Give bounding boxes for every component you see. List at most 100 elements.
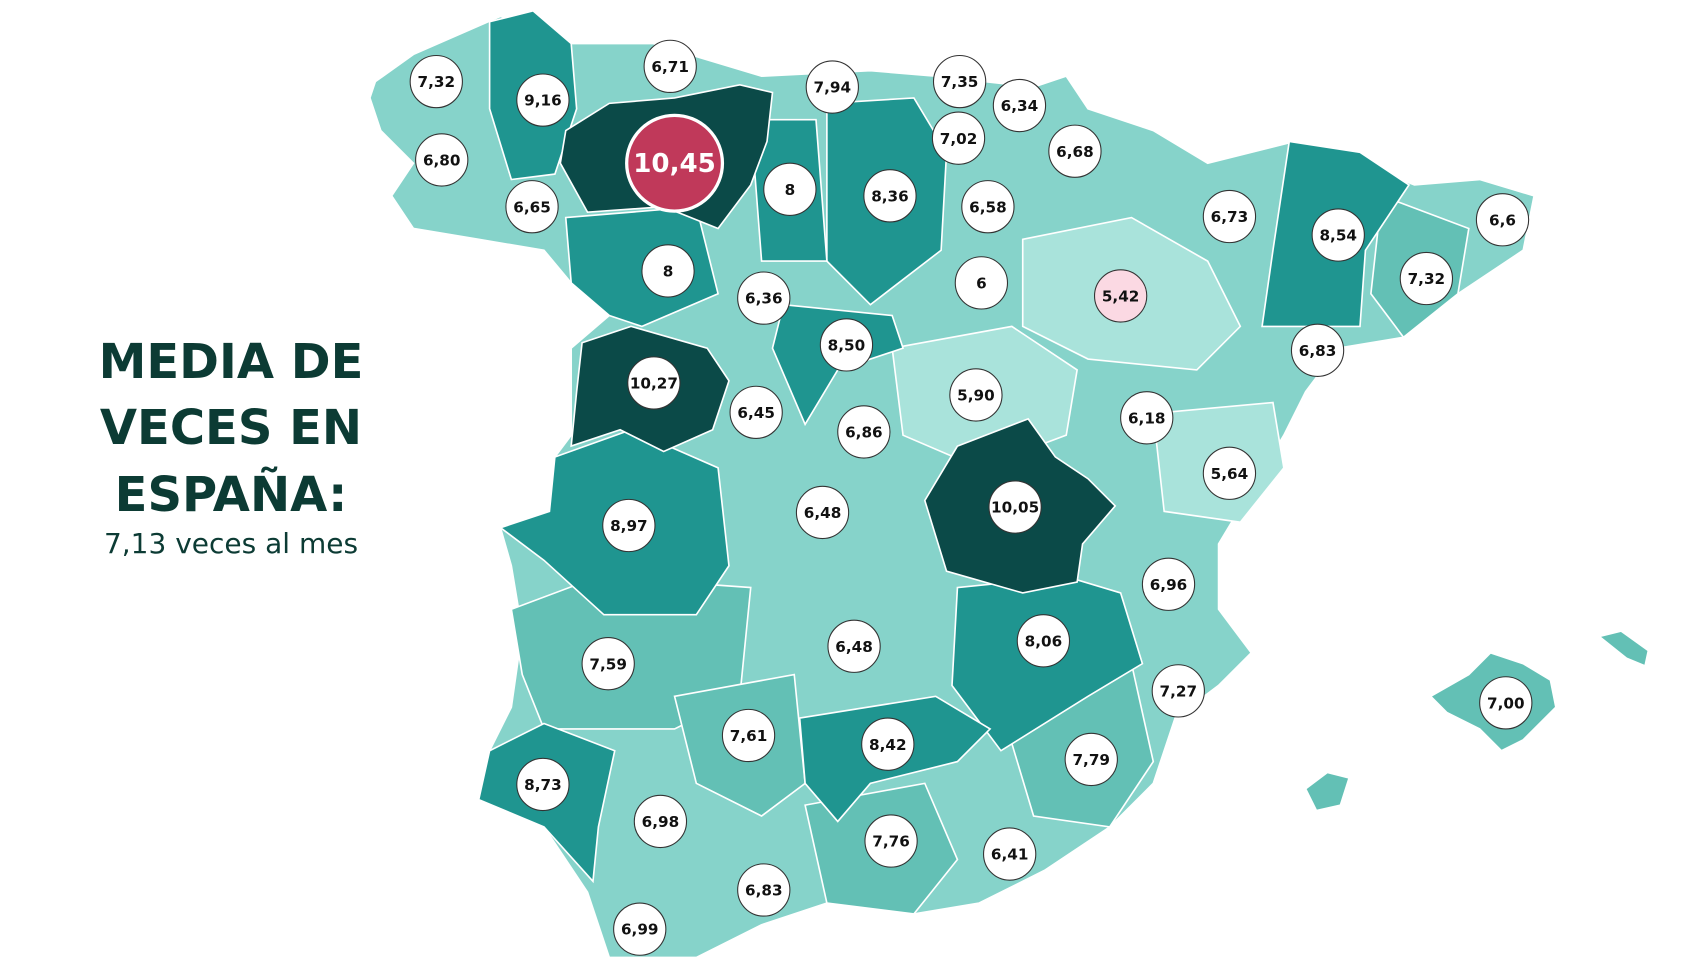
value-label: 7,94 (814, 79, 852, 97)
value-badge (863, 169, 917, 223)
value-badge (1479, 676, 1533, 730)
value-label: 6,98 (642, 813, 680, 831)
value-label: 7,59 (589, 655, 627, 673)
value-label: 5,42 (1102, 288, 1140, 306)
value-badge (1064, 732, 1118, 787)
value-badge (1048, 124, 1102, 178)
value-badge (805, 60, 859, 114)
value-label: 8 (785, 181, 796, 199)
value-badge (992, 78, 1047, 133)
value-badge (827, 619, 881, 673)
value-label: 6,80 (423, 152, 461, 170)
title-line: MEDIA DE (99, 334, 364, 390)
value-label: 6,41 (991, 846, 1029, 864)
value-badge (627, 356, 681, 410)
value-label: 6,48 (804, 504, 842, 522)
value-label: 8 (663, 263, 674, 281)
value-badge (721, 708, 776, 763)
value-badge (1399, 251, 1454, 306)
value-label: 6,83 (745, 882, 783, 900)
value-label: 6,58 (969, 198, 1007, 216)
value-badge (837, 405, 891, 459)
value-badge (864, 814, 918, 868)
title-line: ESPAÑA: (115, 466, 348, 523)
ibiza (1304, 771, 1351, 812)
value-label: 7,27 (1160, 682, 1198, 700)
value-label: 6,45 (737, 404, 775, 422)
value-label: 6,99 (621, 921, 659, 939)
value-badge (415, 133, 469, 187)
value-label: 10,45 (633, 149, 716, 179)
value-badge (737, 271, 791, 325)
value-badge (1016, 614, 1071, 668)
value-label: 6,83 (1299, 342, 1337, 360)
value-label: 8,50 (828, 336, 866, 354)
value-badge (1141, 557, 1196, 611)
value-label: 8,06 (1025, 632, 1063, 650)
title-line: VECES EN (100, 400, 362, 456)
value-label: 10,05 (991, 499, 1039, 517)
map: 7,32 6,71 9,16 7,94 7,35 6,34 10,45 6,80 7,02 6,6… (369, 9, 1650, 959)
value-badge (641, 244, 695, 298)
value-badge (819, 318, 874, 372)
value-badge (409, 54, 463, 109)
value-badge (516, 73, 570, 127)
value-badge (729, 385, 783, 440)
value-label: 6,86 (845, 424, 883, 442)
value-label: 6,65 (513, 198, 551, 216)
value-badge (949, 368, 1003, 422)
value-badge (1120, 391, 1174, 445)
value-label: 6,6 (1489, 211, 1516, 229)
value-label: 7,79 (1072, 751, 1110, 769)
value-badge (1202, 189, 1257, 244)
value-label: 6 (976, 274, 987, 292)
value-label: 10,27 (630, 375, 678, 393)
value-badge (1093, 269, 1148, 323)
value-label: 6,18 (1128, 409, 1166, 427)
value-badge (1475, 193, 1530, 247)
value-badge (1202, 446, 1257, 500)
subtitle: 7,13 veces al mes (104, 527, 358, 560)
value-label: 8,73 (524, 776, 562, 794)
value-label: 7,32 (418, 73, 456, 91)
value-badge (954, 256, 1009, 310)
menorca (1597, 630, 1650, 667)
value-badge (613, 902, 667, 956)
value-label: 6,36 (745, 290, 783, 308)
value-label: 7,76 (872, 833, 910, 851)
value-label: 6,96 (1150, 576, 1188, 594)
value-badge (505, 180, 559, 234)
value-badge (602, 498, 656, 553)
value-badge (643, 39, 697, 94)
value-badge (961, 180, 1015, 234)
value-badge (988, 480, 1042, 534)
value-label: 7,61 (730, 727, 768, 745)
value-label: 6,34 (1001, 97, 1039, 115)
value-badge (795, 485, 850, 540)
value-label: 8,97 (610, 517, 648, 535)
value-badge (737, 863, 791, 917)
value-label: 7,02 (940, 130, 978, 148)
value-badge (633, 794, 688, 849)
value-badge (983, 827, 1037, 881)
value-label: 7,32 (1408, 270, 1446, 288)
value-badge (763, 162, 817, 216)
value-badge (581, 637, 635, 691)
value-label: 5,90 (957, 387, 995, 405)
value-label: 8,54 (1319, 227, 1357, 245)
value-label: 6,73 (1211, 208, 1249, 226)
value-label: 8,42 (869, 736, 907, 754)
value-badge (1151, 664, 1205, 718)
value-badge (516, 757, 570, 812)
value-label: 8,36 (871, 187, 909, 205)
value-label: 5,64 (1211, 465, 1249, 483)
value-label: 9,16 (524, 92, 562, 110)
value-badge (861, 717, 915, 771)
value-label: 6,71 (651, 58, 689, 76)
value-label: 6,68 (1056, 143, 1094, 161)
value-badge (1290, 323, 1345, 377)
value-badge (931, 111, 986, 165)
value-label: 6,48 (835, 638, 873, 656)
value-badge (932, 54, 987, 109)
